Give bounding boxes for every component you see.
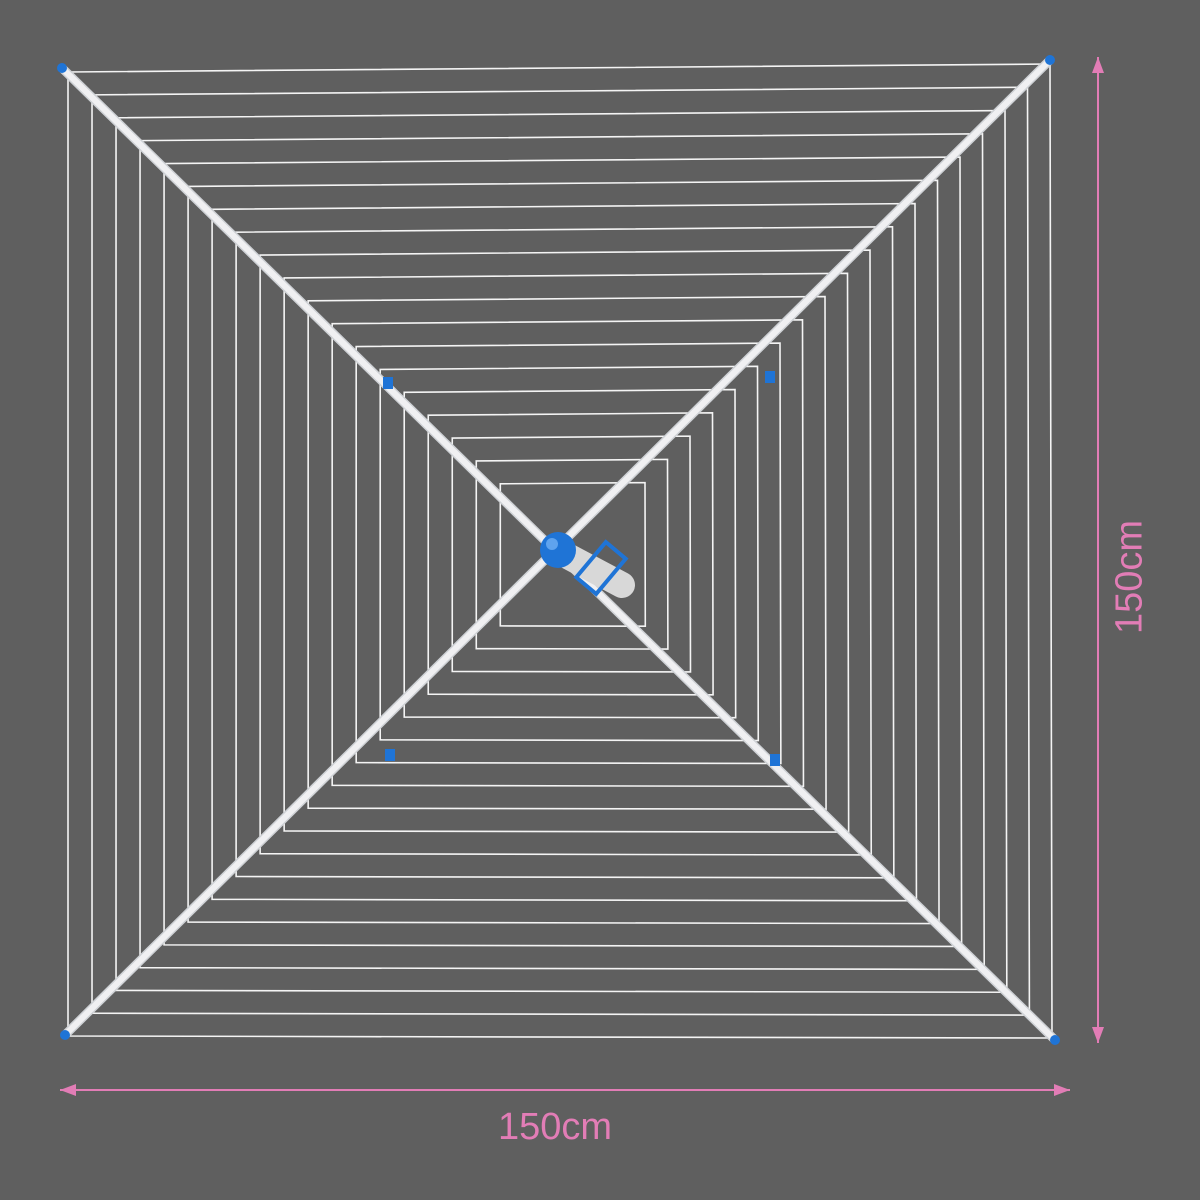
hub-bracket [573, 539, 629, 597]
width-dimension-label: 150cm [498, 1106, 613, 1148]
arrow-head [1092, 1027, 1104, 1043]
arm-end-cap [1045, 55, 1055, 65]
dimension-arrows [60, 57, 1104, 1096]
washing-line [379, 365, 760, 742]
arrow-head [1092, 57, 1104, 73]
washing-line [331, 319, 805, 788]
height-dimension-label: 150cm [1108, 519, 1151, 635]
washing-line [307, 295, 827, 811]
line-clip [765, 371, 775, 383]
line-clip [383, 377, 393, 389]
arm-end-cap [1050, 1035, 1060, 1045]
arrow-head [60, 1084, 76, 1096]
washing-line [499, 481, 647, 627]
center-hub [540, 532, 635, 598]
arm-end-cap [57, 63, 67, 73]
hub-cap-shine [546, 538, 558, 550]
washing-line [451, 435, 692, 673]
washing-line [403, 388, 737, 719]
washing-line [475, 458, 669, 650]
arm-end-cap [60, 1030, 70, 1040]
line-clip [385, 749, 395, 761]
hub-cap [540, 532, 576, 568]
washing-line [427, 412, 714, 696]
arrow-head [1054, 1084, 1070, 1096]
washing-line [355, 342, 782, 765]
line-clip [770, 754, 780, 766]
